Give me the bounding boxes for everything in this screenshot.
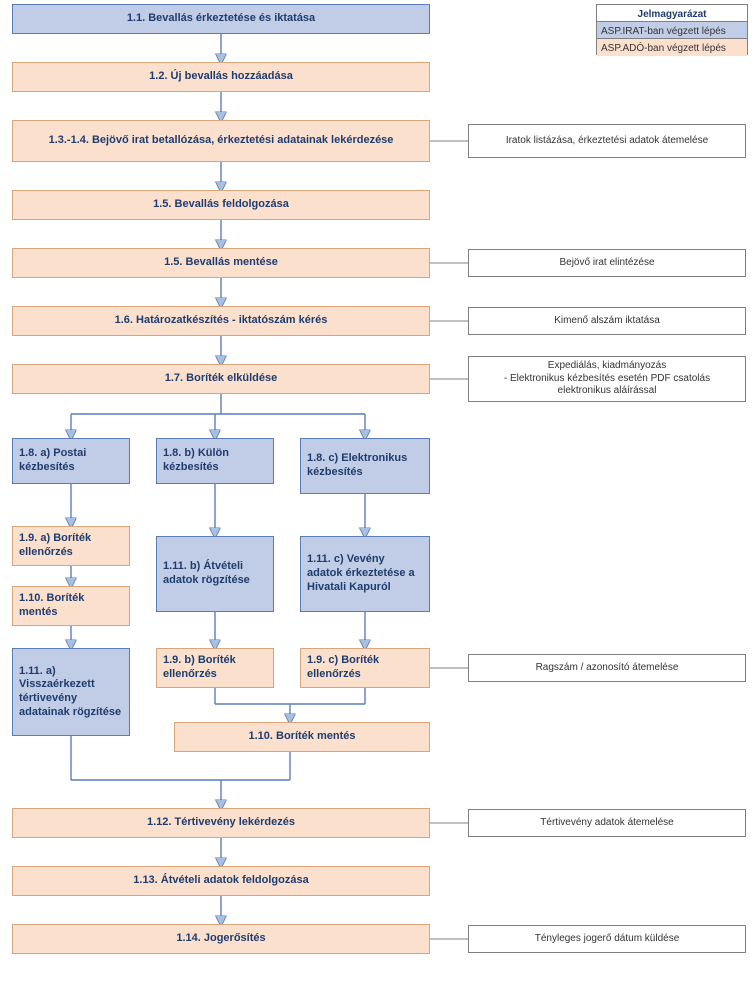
- node-b18b: 1.8. b) Külön kézbesítés: [156, 438, 274, 484]
- node-label: 1.10. Boríték mentés: [19, 592, 123, 620]
- node-label: 1.5. Bevallás mentése: [164, 256, 278, 270]
- legend-row-label: ASP.IRAT-ban végzett lépés: [601, 26, 726, 37]
- node-b111b: 1.11. b) Átvételi adatok rögzítése: [156, 536, 274, 612]
- side-s13: Iratok listázása, érkeztetési adatok áte…: [468, 124, 746, 158]
- side-s15b: Bejövő irat elintézése: [468, 249, 746, 277]
- node-label: 1.7. Boríték elküldése: [165, 372, 278, 386]
- node-label: 1.11. c) Vevény adatok érkeztetése a Hiv…: [307, 553, 423, 594]
- node-label: 1.10. Boríték mentés: [249, 730, 356, 744]
- node-label: 1.9. c) Boríték ellenőrzés: [307, 654, 423, 682]
- side-label: Ragszám / azonosító átemelése: [536, 662, 679, 675]
- side-s17: Expediálás, kiadmányozás - Elektronikus …: [468, 356, 746, 402]
- node-b18a: 1.8. a) Postai kézbesítés: [12, 438, 130, 484]
- side-s112: Tértivevény adatok átemelése: [468, 809, 746, 837]
- node-b19b: 1.9. b) Boríték ellenőrzés: [156, 648, 274, 688]
- node-b110a: 1.10. Boríték mentés: [12, 586, 130, 626]
- side-s19c: Ragszám / azonosító átemelése: [468, 654, 746, 682]
- legend: Jelmagyarázat ASP.IRAT-ban végzett lépés A…: [596, 4, 748, 55]
- node-b112: 1.12. Tértivevény lekérdezés: [12, 808, 430, 838]
- node-label: 1.13. Átvételi adatok feldolgozása: [133, 874, 308, 888]
- side-label: Tényleges jogerő dátum küldése: [535, 933, 680, 946]
- node-b19a: 1.9. a) Boríték ellenőrzés: [12, 526, 130, 566]
- node-b18c: 1.8. c) Elektronikus kézbesítés: [300, 438, 430, 494]
- node-b12: 1.2. Új bevallás hozzáadása: [12, 62, 430, 92]
- side-label: Tértivevény adatok átemelése: [540, 817, 673, 830]
- node-b11: 1.1. Bevallás érkeztetése és iktatása: [12, 4, 430, 34]
- node-label: 1.3.-1.4. Bejövő irat betallózása, érkez…: [49, 134, 394, 148]
- side-label: Iratok listázása, érkeztetési adatok áte…: [506, 135, 708, 148]
- legend-row-1: ASP.ADÓ-ban végzett lépés: [597, 39, 747, 56]
- side-s16: Kimenő alszám iktatása: [468, 307, 746, 335]
- node-label: 1.8. a) Postai kézbesítés: [19, 447, 123, 475]
- node-label: 1.12. Tértivevény lekérdezés: [147, 816, 295, 830]
- node-b111c: 1.11. c) Vevény adatok érkeztetése a Hiv…: [300, 536, 430, 612]
- node-label: 1.8. c) Elektronikus kézbesítés: [307, 452, 423, 480]
- node-b15a: 1.5. Bevallás feldolgozása: [12, 190, 430, 220]
- node-b113: 1.13. Átvételi adatok feldolgozása: [12, 866, 430, 896]
- node-label: 1.9. b) Boríték ellenőrzés: [163, 654, 267, 682]
- side-label: Kimenő alszám iktatása: [554, 315, 660, 328]
- side-label: Expediálás, kiadmányozás - Elektronikus …: [477, 360, 737, 398]
- legend-row-label: ASP.ADÓ-ban végzett lépés: [601, 43, 726, 54]
- legend-title: Jelmagyarázat: [597, 5, 747, 22]
- node-b110m: 1.10. Boríték mentés: [174, 722, 430, 752]
- node-label: 1.14. Jogerősítés: [176, 932, 265, 946]
- side-label: Bejövő irat elintézése: [559, 257, 654, 270]
- node-b16: 1.6. Határozatkészítés - iktatószám kéré…: [12, 306, 430, 336]
- node-b13: 1.3.-1.4. Bejövő irat betallózása, érkez…: [12, 120, 430, 162]
- legend-row-0: ASP.IRAT-ban végzett lépés: [597, 22, 747, 39]
- node-b114: 1.14. Jogerősítés: [12, 924, 430, 954]
- node-label: 1.11. b) Átvételi adatok rögzítése: [163, 560, 267, 588]
- node-b19c: 1.9. c) Boríték ellenőrzés: [300, 648, 430, 688]
- node-label: 1.1. Bevallás érkeztetése és iktatása: [127, 12, 315, 26]
- node-b17: 1.7. Boríték elküldése: [12, 364, 430, 394]
- node-label: 1.5. Bevallás feldolgozása: [153, 198, 289, 212]
- node-b15b: 1.5. Bevallás mentése: [12, 248, 430, 278]
- side-s114: Tényleges jogerő dátum küldése: [468, 925, 746, 953]
- node-label: 1.11. a) Visszaérkezett tértivevény adat…: [19, 665, 123, 720]
- node-label: 1.2. Új bevallás hozzáadása: [149, 70, 293, 84]
- node-label: 1.8. b) Külön kézbesítés: [163, 447, 267, 475]
- node-b111a: 1.11. a) Visszaérkezett tértivevény adat…: [12, 648, 130, 736]
- node-label: 1.9. a) Boríték ellenőrzés: [19, 532, 123, 560]
- node-label: 1.6. Határozatkészítés - iktatószám kéré…: [115, 314, 328, 328]
